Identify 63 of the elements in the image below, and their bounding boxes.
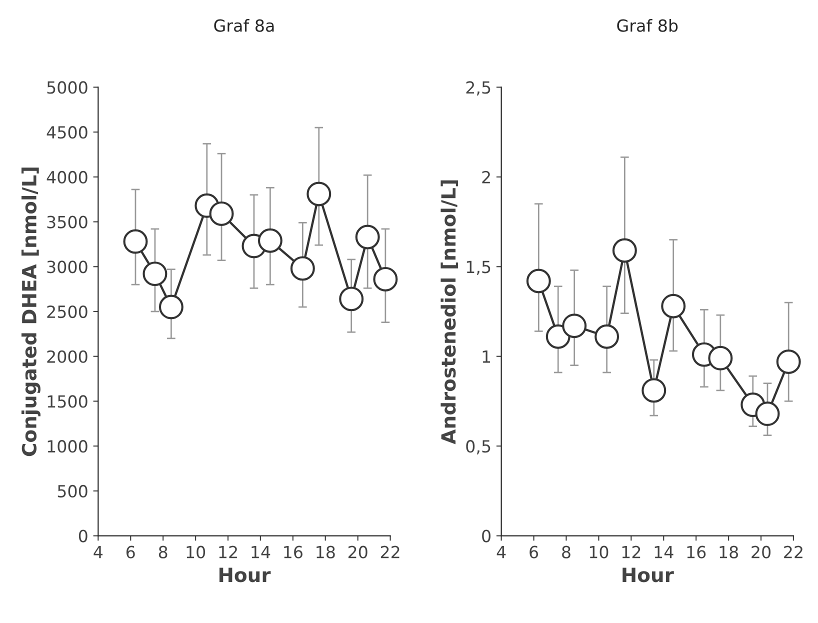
y-tick-label: 1,5 [466,260,490,275]
point [209,201,234,226]
chart-title: Graf 8b [617,19,678,32]
x-tick-label: 18 [720,546,738,558]
point [290,256,315,281]
x-tick-label: 22 [784,546,802,558]
y-tick-label: 1500 [48,395,88,408]
x-tick-label: 12 [219,546,237,558]
point [642,378,666,403]
x-tick-label: 18 [316,546,335,558]
x-tick-label: 8 [562,546,570,558]
x-tick-label: 6 [530,546,538,558]
y-tick-label: 0 [78,530,88,542]
x-tick-label: 4 [94,546,103,558]
x-tick-label: 10 [186,546,206,558]
point [123,229,148,254]
x-tick-label: 22 [380,546,400,558]
y-tick-label: 4500 [46,126,88,139]
x-tick-label: 10 [590,546,608,558]
point [258,228,282,253]
point [612,238,637,263]
y-tick-label: 3000 [47,260,88,274]
x-tick-label: 20 [348,546,368,558]
x-axis-title: Hour [622,568,674,582]
x-tick-label: 20 [752,546,770,558]
point [306,182,332,206]
y-tick-label: 0,5 [466,440,490,454]
point [546,324,570,349]
point [755,402,780,426]
point [594,324,620,349]
x-axis-title: Hour [219,568,271,582]
y-tick-label: 1 [482,350,490,363]
x-tick-label: 6 [126,546,135,558]
x-tick-label: 14 [252,546,270,558]
point [339,286,364,312]
x-tick-label: 8 [158,546,168,558]
point [142,262,168,286]
y-tick-label: 4000 [46,170,88,184]
y-tick-label: 2500 [47,305,88,318]
x-tick-label: 16 [284,546,302,558]
chart-title: Graf 8a [214,19,274,32]
x-tick-label: 4 [496,546,506,558]
point [708,346,733,370]
y-tick-label: 1000 [48,440,88,453]
y-tick-label: 2,5 [466,81,490,96]
y-tick-label: 2000 [47,350,88,363]
y-tick-label: 2 [482,170,490,184]
point [158,294,184,320]
y-axis-title: Androstenediol [nmol/L] [440,180,458,444]
point [661,294,686,318]
y-tick-label: 500 [58,484,88,498]
x-tick-label: 16 [687,546,706,558]
point [776,349,801,374]
point [526,268,551,294]
y-tick-label: 3500 [47,216,88,228]
x-tick-label: 14 [654,546,674,558]
y-tick-label: 5000 [47,81,88,94]
y-axis-title: Conjugated DHEA [nmol/L] [21,168,40,456]
y-tick-label: 0 [482,530,490,542]
x-tick-label: 12 [622,546,640,558]
point [562,314,587,338]
point [355,224,380,250]
point [373,266,398,292]
